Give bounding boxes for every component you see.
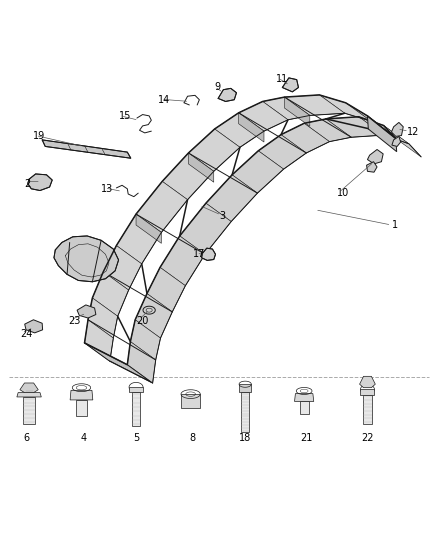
Text: 2: 2 — [25, 179, 31, 189]
Text: 8: 8 — [190, 433, 196, 443]
Polygon shape — [77, 305, 96, 318]
Polygon shape — [285, 95, 345, 116]
Polygon shape — [346, 103, 393, 134]
Text: 3: 3 — [219, 211, 225, 221]
Polygon shape — [188, 129, 240, 171]
Text: 5: 5 — [133, 433, 139, 443]
Polygon shape — [92, 272, 129, 316]
Polygon shape — [135, 294, 172, 338]
Polygon shape — [263, 97, 310, 120]
Polygon shape — [283, 78, 298, 92]
Polygon shape — [103, 246, 142, 290]
Text: 9: 9 — [215, 83, 221, 93]
Polygon shape — [88, 298, 118, 338]
Polygon shape — [360, 390, 374, 394]
Text: 15: 15 — [119, 111, 131, 121]
Polygon shape — [85, 320, 113, 361]
Polygon shape — [160, 236, 205, 286]
Polygon shape — [20, 383, 38, 393]
Text: 17: 17 — [193, 249, 205, 259]
Polygon shape — [367, 149, 383, 164]
Text: 12: 12 — [407, 127, 419, 137]
Polygon shape — [360, 376, 375, 387]
Polygon shape — [132, 392, 141, 426]
Polygon shape — [201, 248, 215, 261]
Text: 20: 20 — [136, 316, 148, 326]
Text: 11: 11 — [276, 74, 288, 84]
Text: 18: 18 — [239, 433, 251, 443]
Polygon shape — [85, 343, 151, 382]
Polygon shape — [181, 394, 200, 408]
Polygon shape — [17, 393, 41, 397]
Polygon shape — [239, 113, 264, 142]
Text: 10: 10 — [337, 188, 349, 198]
Polygon shape — [136, 214, 161, 244]
Polygon shape — [117, 214, 161, 264]
Polygon shape — [239, 384, 251, 392]
Text: 14: 14 — [158, 95, 170, 104]
Polygon shape — [392, 123, 403, 136]
Polygon shape — [281, 123, 329, 153]
Polygon shape — [218, 88, 237, 101]
Polygon shape — [188, 153, 214, 182]
Polygon shape — [304, 119, 351, 142]
Polygon shape — [28, 174, 52, 190]
Text: 21: 21 — [300, 433, 312, 443]
Polygon shape — [285, 97, 310, 126]
Polygon shape — [70, 390, 93, 400]
Polygon shape — [232, 151, 284, 193]
Polygon shape — [180, 203, 231, 254]
Polygon shape — [363, 394, 372, 424]
Polygon shape — [129, 387, 143, 392]
Polygon shape — [392, 136, 401, 147]
Polygon shape — [147, 268, 185, 312]
Polygon shape — [206, 175, 258, 222]
Text: 4: 4 — [81, 433, 87, 443]
Text: 13: 13 — [101, 184, 113, 194]
Polygon shape — [326, 117, 384, 138]
Polygon shape — [384, 125, 421, 157]
Text: 6: 6 — [24, 433, 30, 443]
Polygon shape — [76, 400, 87, 416]
Polygon shape — [367, 161, 377, 172]
Polygon shape — [300, 401, 308, 414]
Polygon shape — [215, 113, 264, 147]
Polygon shape — [241, 392, 249, 432]
Polygon shape — [258, 135, 306, 169]
Polygon shape — [127, 342, 155, 383]
Text: 19: 19 — [33, 131, 46, 141]
Polygon shape — [54, 236, 119, 282]
Polygon shape — [136, 181, 187, 232]
Text: 23: 23 — [68, 316, 81, 326]
Text: 24: 24 — [20, 329, 33, 339]
Polygon shape — [239, 101, 288, 131]
Text: 1: 1 — [392, 220, 398, 230]
Polygon shape — [319, 95, 371, 121]
Polygon shape — [25, 320, 42, 333]
Polygon shape — [42, 140, 131, 158]
Polygon shape — [131, 320, 160, 360]
Polygon shape — [367, 116, 397, 152]
Polygon shape — [359, 117, 409, 144]
Polygon shape — [294, 393, 314, 401]
Polygon shape — [23, 397, 35, 424]
Text: 22: 22 — [361, 433, 374, 443]
Polygon shape — [162, 153, 214, 200]
